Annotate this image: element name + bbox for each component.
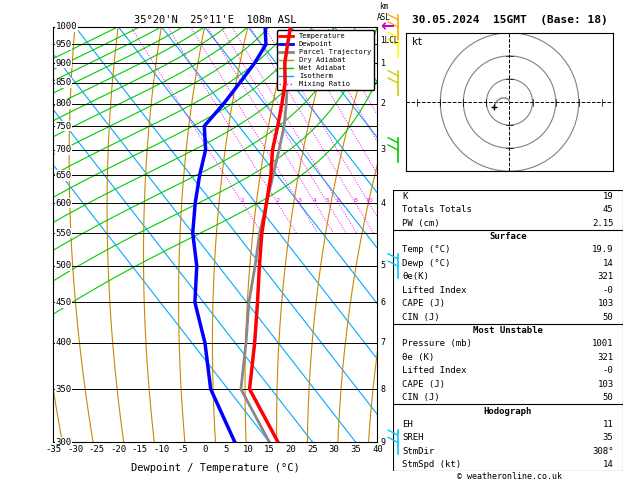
Text: 25: 25 — [307, 445, 318, 454]
Text: 1000: 1000 — [55, 22, 77, 31]
Text: StmDir: StmDir — [403, 447, 435, 456]
Text: -10: -10 — [153, 445, 169, 454]
Text: 45: 45 — [603, 205, 613, 214]
Text: 308°: 308° — [592, 447, 613, 456]
Text: 2: 2 — [276, 198, 279, 203]
Text: 300: 300 — [55, 438, 72, 447]
Text: 8: 8 — [353, 198, 357, 203]
Text: 50: 50 — [603, 312, 613, 322]
Text: 19.9: 19.9 — [592, 245, 613, 255]
Text: 15: 15 — [264, 445, 275, 454]
Text: Dewp (°C): Dewp (°C) — [403, 259, 451, 268]
Text: 600: 600 — [55, 199, 72, 208]
Text: 14: 14 — [603, 259, 613, 268]
Text: Surface: Surface — [489, 232, 526, 241]
Text: Lifted Index: Lifted Index — [403, 366, 467, 375]
Text: 10: 10 — [365, 198, 373, 203]
Text: 1: 1 — [381, 59, 386, 68]
Text: 7: 7 — [381, 338, 386, 347]
Text: Most Unstable: Most Unstable — [473, 326, 543, 335]
Text: 11: 11 — [603, 420, 613, 429]
Text: 19: 19 — [603, 192, 613, 201]
Text: 4: 4 — [313, 198, 317, 203]
Text: -0: -0 — [603, 286, 613, 295]
Text: 2.15: 2.15 — [592, 219, 613, 227]
Text: 35: 35 — [350, 445, 361, 454]
Text: Pressure (mb): Pressure (mb) — [403, 339, 472, 348]
Text: 10: 10 — [242, 445, 253, 454]
Text: 500: 500 — [55, 261, 72, 270]
Text: θe (K): θe (K) — [403, 353, 435, 362]
Text: 6: 6 — [381, 298, 386, 307]
Text: 550: 550 — [55, 228, 72, 238]
Text: -35: -35 — [45, 445, 62, 454]
Text: -30: -30 — [67, 445, 83, 454]
Text: 103: 103 — [598, 299, 613, 308]
Text: -5: -5 — [177, 445, 189, 454]
Text: 30: 30 — [329, 445, 340, 454]
Text: Totals Totals: Totals Totals — [403, 205, 472, 214]
Text: 6: 6 — [337, 198, 340, 203]
Text: 8: 8 — [381, 384, 386, 394]
Text: SREH: SREH — [403, 434, 424, 442]
Text: hPa: hPa — [55, 25, 71, 34]
Title: 35°20'N  25°11'E  108m ASL: 35°20'N 25°11'E 108m ASL — [134, 15, 297, 25]
Text: 9: 9 — [381, 438, 386, 447]
Text: 5: 5 — [381, 261, 386, 270]
Text: 700: 700 — [55, 145, 72, 155]
Text: 1001: 1001 — [592, 339, 613, 348]
Text: -0: -0 — [603, 366, 613, 375]
Text: 14: 14 — [603, 460, 613, 469]
Text: 750: 750 — [55, 122, 72, 131]
X-axis label: Dewpoint / Temperature (°C): Dewpoint / Temperature (°C) — [131, 463, 300, 473]
Text: 5: 5 — [223, 445, 229, 454]
Legend: Temperature, Dewpoint, Parcel Trajectory, Dry Adiabat, Wet Adiabat, Isotherm, Mi: Temperature, Dewpoint, Parcel Trajectory… — [277, 30, 374, 90]
Text: 321: 321 — [598, 353, 613, 362]
Text: Lifted Index: Lifted Index — [403, 286, 467, 295]
Text: 3: 3 — [381, 145, 386, 155]
Text: -15: -15 — [132, 445, 148, 454]
Text: StmSpd (kt): StmSpd (kt) — [403, 460, 462, 469]
Text: CAPE (J): CAPE (J) — [403, 380, 445, 389]
Text: Temp (°C): Temp (°C) — [403, 245, 451, 255]
Text: 30.05.2024  15GMT  (Base: 18): 30.05.2024 15GMT (Base: 18) — [411, 15, 608, 25]
Text: 950: 950 — [55, 40, 72, 49]
Text: 900: 900 — [55, 59, 72, 68]
Text: © weatheronline.co.uk: © weatheronline.co.uk — [457, 472, 562, 481]
Text: 650: 650 — [55, 171, 72, 180]
Text: km
ASL: km ASL — [377, 2, 391, 22]
Text: 2: 2 — [381, 99, 386, 108]
Text: CAPE (J): CAPE (J) — [403, 299, 445, 308]
Text: 1: 1 — [240, 198, 245, 203]
Text: 3: 3 — [297, 198, 301, 203]
Text: ←: ← — [380, 17, 394, 35]
Text: 4: 4 — [381, 199, 386, 208]
Text: 450: 450 — [55, 298, 72, 307]
Text: 0: 0 — [202, 445, 208, 454]
Text: 350: 350 — [55, 384, 72, 394]
Text: -25: -25 — [89, 445, 104, 454]
Text: 35: 35 — [603, 434, 613, 442]
Text: 5: 5 — [326, 198, 330, 203]
Text: 321: 321 — [598, 272, 613, 281]
Text: K: K — [403, 192, 408, 201]
Text: -20: -20 — [110, 445, 126, 454]
Text: 103: 103 — [598, 380, 613, 389]
Text: CIN (J): CIN (J) — [403, 312, 440, 322]
Text: EH: EH — [403, 420, 413, 429]
Text: θe(K): θe(K) — [403, 272, 429, 281]
Text: PW (cm): PW (cm) — [403, 219, 440, 227]
Text: kt: kt — [412, 37, 424, 47]
Text: 50: 50 — [603, 393, 613, 402]
Text: 850: 850 — [55, 78, 72, 87]
Text: CIN (J): CIN (J) — [403, 393, 440, 402]
Text: 800: 800 — [55, 99, 72, 108]
Text: 40: 40 — [372, 445, 383, 454]
Text: Hodograph: Hodograph — [484, 406, 532, 416]
Text: 400: 400 — [55, 338, 72, 347]
Text: 20: 20 — [286, 445, 296, 454]
Text: 1LCL: 1LCL — [381, 36, 399, 45]
